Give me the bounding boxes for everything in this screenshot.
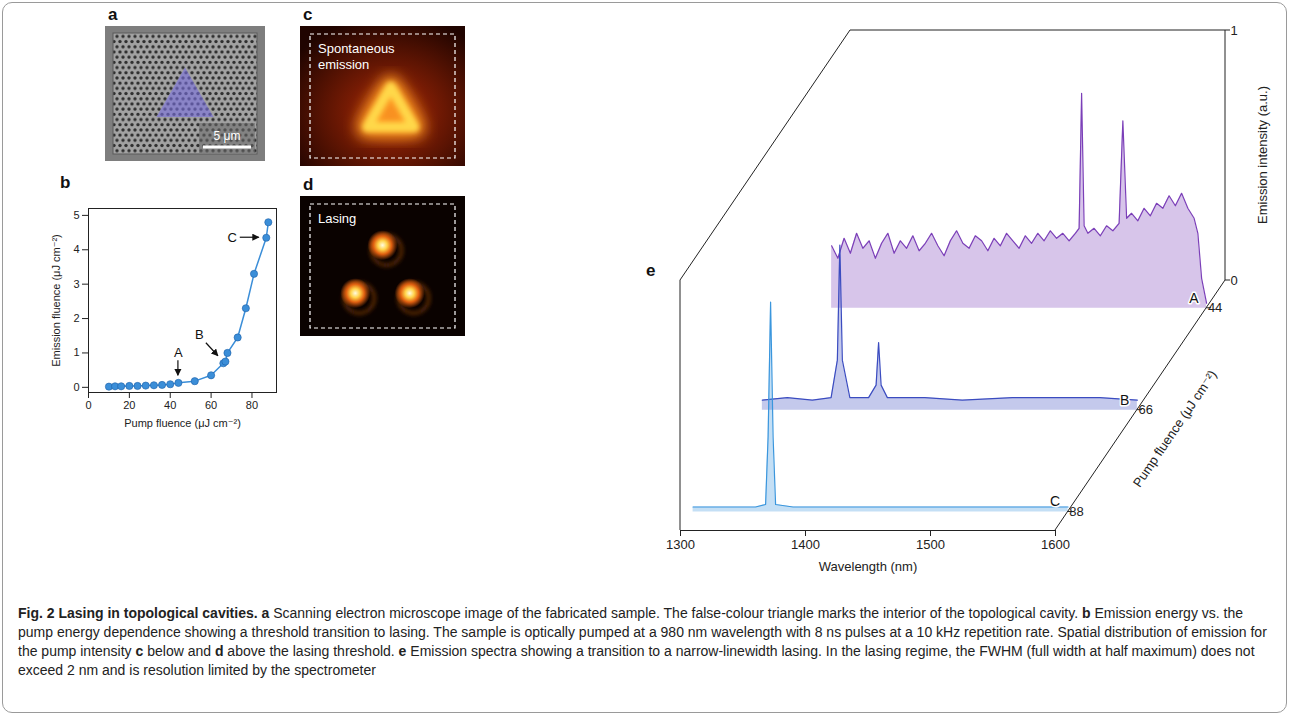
svg-text:4: 4 — [73, 243, 79, 255]
svg-text:66: 66 — [1139, 402, 1153, 417]
svg-text:20: 20 — [123, 399, 135, 411]
svg-text:1300: 1300 — [666, 537, 695, 552]
svg-text:44: 44 — [1208, 300, 1222, 315]
svg-text:Emission intensity (a.u.): Emission intensity (a.u.) — [1255, 86, 1270, 224]
svg-text:Pump fluence (μJ cm⁻²): Pump fluence (μJ cm⁻²) — [124, 417, 241, 429]
svg-text:1: 1 — [1230, 23, 1237, 38]
svg-text:Wavelength (nm): Wavelength (nm) — [819, 559, 918, 574]
svg-text:Emission fluence (μJ cm⁻²): Emission fluence (μJ cm⁻²) — [50, 234, 62, 367]
svg-text:0: 0 — [73, 381, 79, 393]
svg-text:C: C — [228, 230, 237, 245]
svg-text:5: 5 — [73, 209, 79, 221]
svg-text:0: 0 — [85, 399, 91, 411]
svg-text:80: 80 — [246, 399, 258, 411]
svg-text:B: B — [195, 327, 204, 342]
svg-text:B: B — [1120, 392, 1129, 408]
svg-text:3: 3 — [73, 278, 79, 290]
svg-text:1600: 1600 — [1041, 537, 1070, 552]
svg-text:1: 1 — [73, 346, 79, 358]
svg-text:88: 88 — [1069, 504, 1083, 519]
html-text:Fig. 2 Lasing in topological c: Fig. 2 Lasing in topological cavities. a… — [18, 605, 1267, 678]
html-text:a: a — [108, 5, 118, 24]
svg-text:5 μm: 5 μm — [214, 129, 241, 143]
html-text:c: c — [303, 5, 313, 24]
svg-text:0: 0 — [1230, 273, 1237, 288]
svg-text:1400: 1400 — [791, 537, 820, 552]
html-text:b: b — [60, 173, 71, 192]
svg-text:A: A — [1189, 290, 1199, 306]
svg-text:2: 2 — [73, 312, 79, 324]
svg-text:A: A — [174, 345, 183, 360]
svg-text:40: 40 — [164, 399, 176, 411]
svg-text:1500: 1500 — [916, 537, 945, 552]
html-text:e: e — [646, 261, 656, 280]
svg-text:Pump fluence (μJ cm⁻²): Pump fluence (μJ cm⁻²) — [1130, 367, 1220, 489]
svg-text:Lasing: Lasing — [318, 211, 356, 226]
svg-text:60: 60 — [205, 399, 217, 411]
html-text:d: d — [303, 175, 314, 194]
svg-text:emission: emission — [318, 57, 369, 72]
svg-text:C: C — [1050, 493, 1060, 509]
svg-text:Spontaneous: Spontaneous — [318, 41, 395, 56]
